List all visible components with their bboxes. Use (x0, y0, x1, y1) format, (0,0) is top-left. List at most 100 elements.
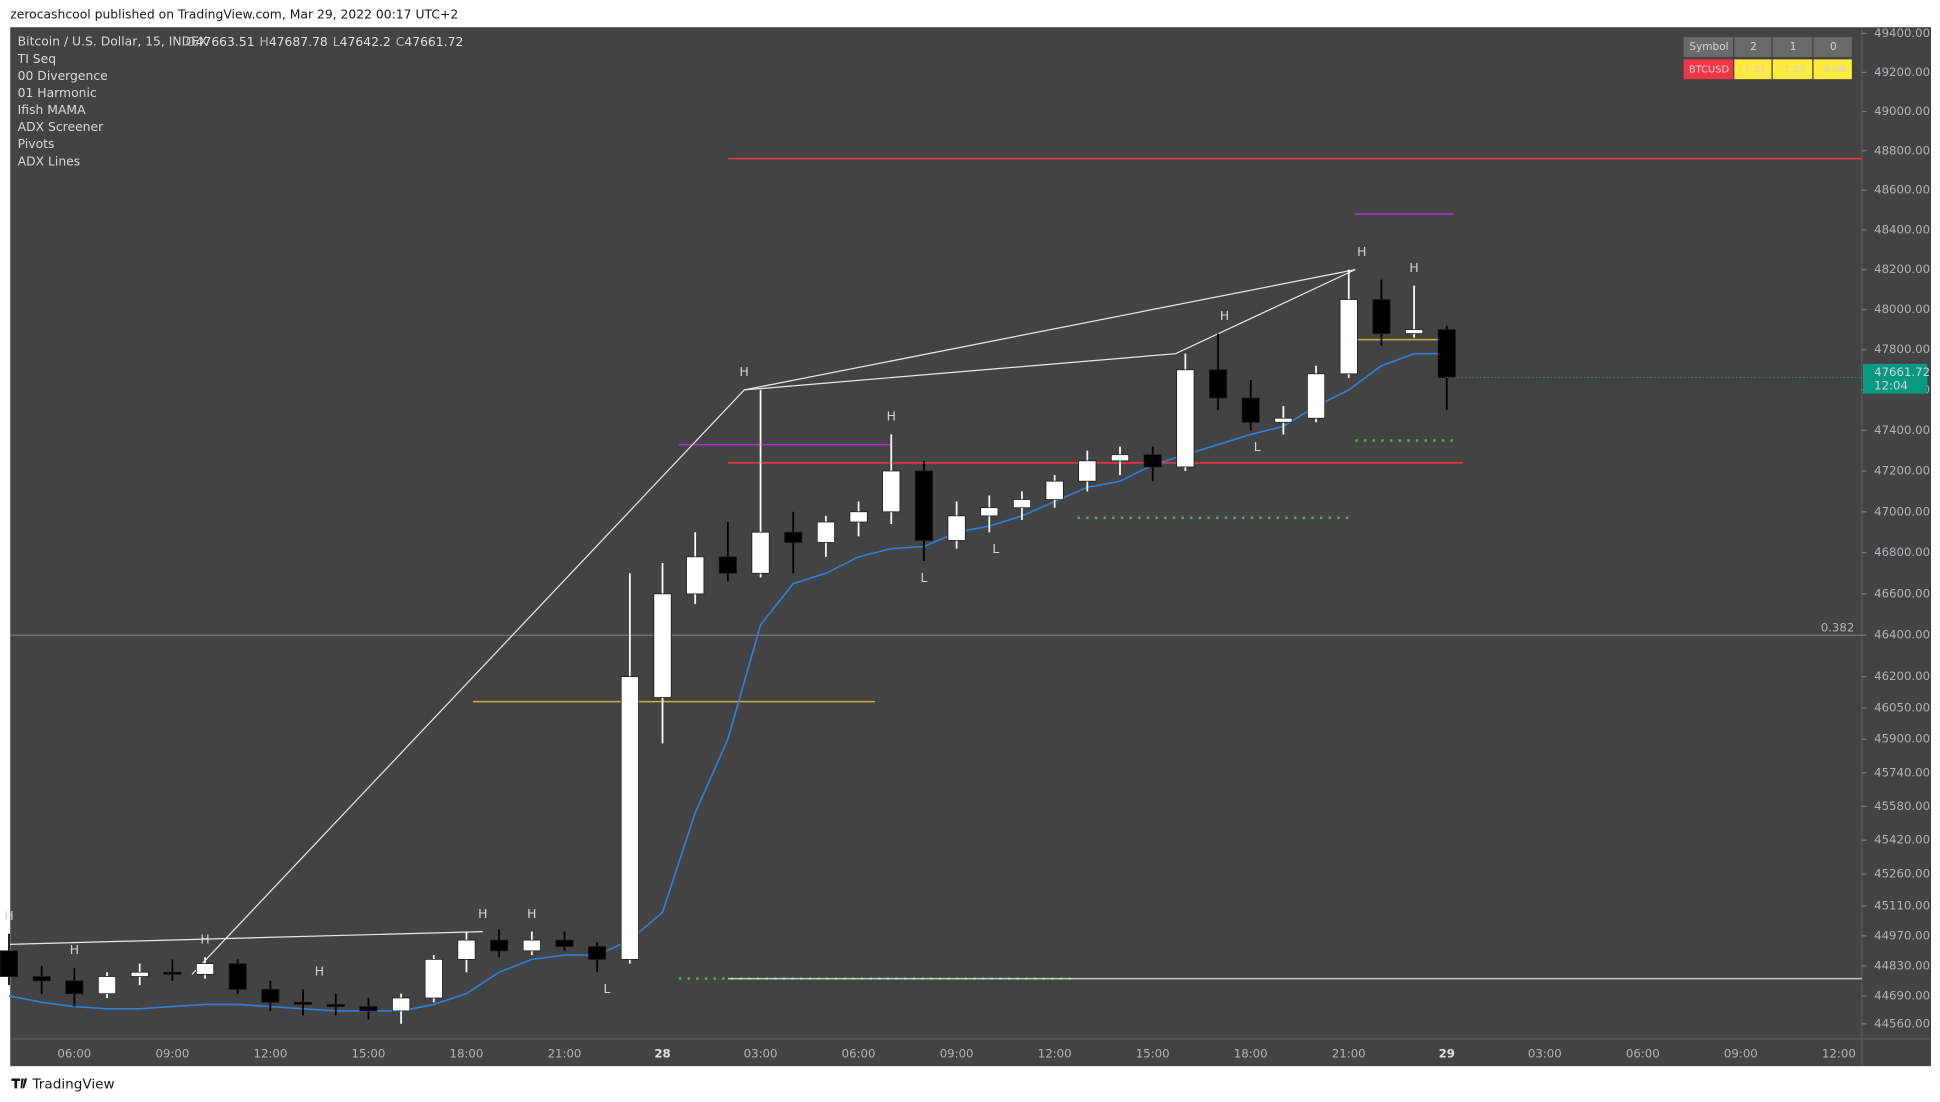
ohlc-key: L (333, 35, 340, 49)
candle-body (424, 959, 443, 999)
harmonic-line (744, 269, 1356, 391)
y-tick-label: 46050.00 (1874, 700, 1930, 714)
x-tick-label: 09:00 (940, 1046, 974, 1060)
pivot-label: H (4, 909, 13, 923)
y-tick-label: 48800.00 (1874, 143, 1930, 157)
x-tick-label: 28 (654, 1046, 670, 1060)
y-tick-label: 48400.00 (1874, 222, 1930, 236)
table-cell (1813, 59, 1852, 80)
y-tick-label: 48200.00 (1874, 262, 1930, 276)
candle-body (1176, 369, 1195, 468)
candle-body (980, 507, 999, 517)
x-tick-label: 15:00 (1136, 1046, 1170, 1060)
candle-body (1045, 480, 1064, 500)
candle-body (490, 939, 509, 952)
table-header-text: 1 (1790, 41, 1797, 53)
table-header-cell (1734, 37, 1772, 57)
table-cell-text: -1.05 (1780, 64, 1806, 75)
candle-body (1143, 454, 1162, 468)
candle-body (1339, 299, 1358, 375)
candle-body (1078, 460, 1097, 482)
table-header-text: Symbol (1689, 41, 1728, 53)
legend-ohlc: O47663.51 H47687.78 L47642.2 C47661.72 (186, 35, 463, 49)
fib-label: 0.382 (1821, 620, 1855, 634)
harmonic-line (8, 930, 483, 946)
x-tick-label: 18:00 (450, 1046, 484, 1060)
candle-body (849, 511, 868, 523)
y-tick-label: 44690.00 (1874, 988, 1930, 1002)
pivot-label: H (478, 907, 487, 921)
pivot-label: H (887, 410, 896, 424)
indicator-name: 01 Harmonic (18, 86, 97, 100)
table-cell (1683, 59, 1734, 80)
candle-body (718, 556, 737, 574)
candle-body (882, 470, 901, 513)
indicator-name: ADX Screener (18, 120, 104, 134)
x-tick-label: 12:00 (1038, 1046, 1072, 1060)
y-tick-label: 45260.00 (1874, 867, 1930, 881)
candle-body (392, 997, 411, 1012)
ohlc-value: 47661.72 (404, 35, 463, 49)
candle-body (97, 976, 117, 995)
y-tick-label: 47200.00 (1874, 463, 1930, 477)
candle-body (359, 1006, 378, 1012)
y-tick-label: 49400.00 (1874, 26, 1930, 40)
pivot-label: H (1357, 245, 1366, 259)
pivot-label: L (1254, 440, 1261, 454)
candle-body (784, 531, 803, 543)
table-cell-text: BTCUSD (1689, 64, 1730, 75)
y-tick-label: 49200.00 (1874, 65, 1930, 79)
candle-body (228, 963, 247, 990)
mama-line (8, 352, 1447, 1012)
y-tick-label: 46600.00 (1874, 586, 1930, 600)
indicator-name: Pivots (18, 137, 55, 151)
pivot-label: H (315, 965, 324, 979)
x-tick-label: 06:00 (842, 1046, 876, 1060)
pivot-label: H (1220, 309, 1229, 323)
x-tick-label: 03:00 (744, 1046, 778, 1060)
tv-logo: TradingView (11, 1077, 115, 1093)
x-tick-label: 09:00 (155, 1046, 189, 1060)
x-tick-label: 06:00 (1626, 1046, 1660, 1060)
indicator-name: ADX Lines (18, 154, 81, 168)
x-tick-label: 18:00 (1234, 1046, 1268, 1060)
pivot-label: H (1409, 261, 1418, 275)
y-tick-label: 44970.00 (1874, 928, 1930, 942)
countdown: 12:04 (1874, 379, 1908, 393)
pivot-label: H (740, 365, 749, 379)
indicator-name: 00 Divergence (18, 69, 108, 83)
chart-area (10, 27, 1932, 1067)
y-tick-label: 49000.00 (1874, 104, 1930, 118)
candle-body (1209, 369, 1228, 399)
y-tick-label: 48600.00 (1874, 183, 1930, 197)
candle-body (326, 1004, 345, 1007)
candle-body (1110, 454, 1130, 462)
ohlc-value: 47642.2 (340, 35, 391, 49)
candle-body (65, 980, 84, 995)
table-header-cell (1772, 37, 1813, 57)
y-tick-label: 46800.00 (1874, 545, 1930, 559)
ohlc-key: H (260, 35, 269, 49)
x-tick-label: 15:00 (352, 1046, 386, 1060)
y-tick-label: 45420.00 (1874, 833, 1930, 847)
y-tick-label: 45900.00 (1874, 732, 1930, 746)
last-price: 47661.72 (1874, 365, 1930, 379)
x-tick-label: 12:00 (253, 1046, 287, 1060)
legend-symbol: Bitcoin / U.S. Dollar, 15, INDEX (18, 35, 208, 49)
pivot-label: H (200, 932, 209, 946)
x-tick-label: 21:00 (1332, 1046, 1366, 1060)
table-cell-text: -0.98 (1821, 64, 1847, 75)
y-tick-label: 47000.00 (1874, 504, 1930, 518)
pivot-label: L (992, 542, 999, 556)
x-tick-label: 21:00 (548, 1046, 582, 1060)
publish-header: zerocashcool published on TradingView.co… (10, 7, 458, 21)
candle-body (32, 976, 51, 982)
y-tick-label: 47800.00 (1874, 342, 1930, 356)
candle-body (620, 676, 639, 960)
table-cell (1772, 59, 1813, 80)
y-tick-label: 47400.00 (1874, 423, 1930, 437)
candle-body (130, 971, 149, 977)
ohlc-value: 47687.78 (269, 35, 328, 49)
